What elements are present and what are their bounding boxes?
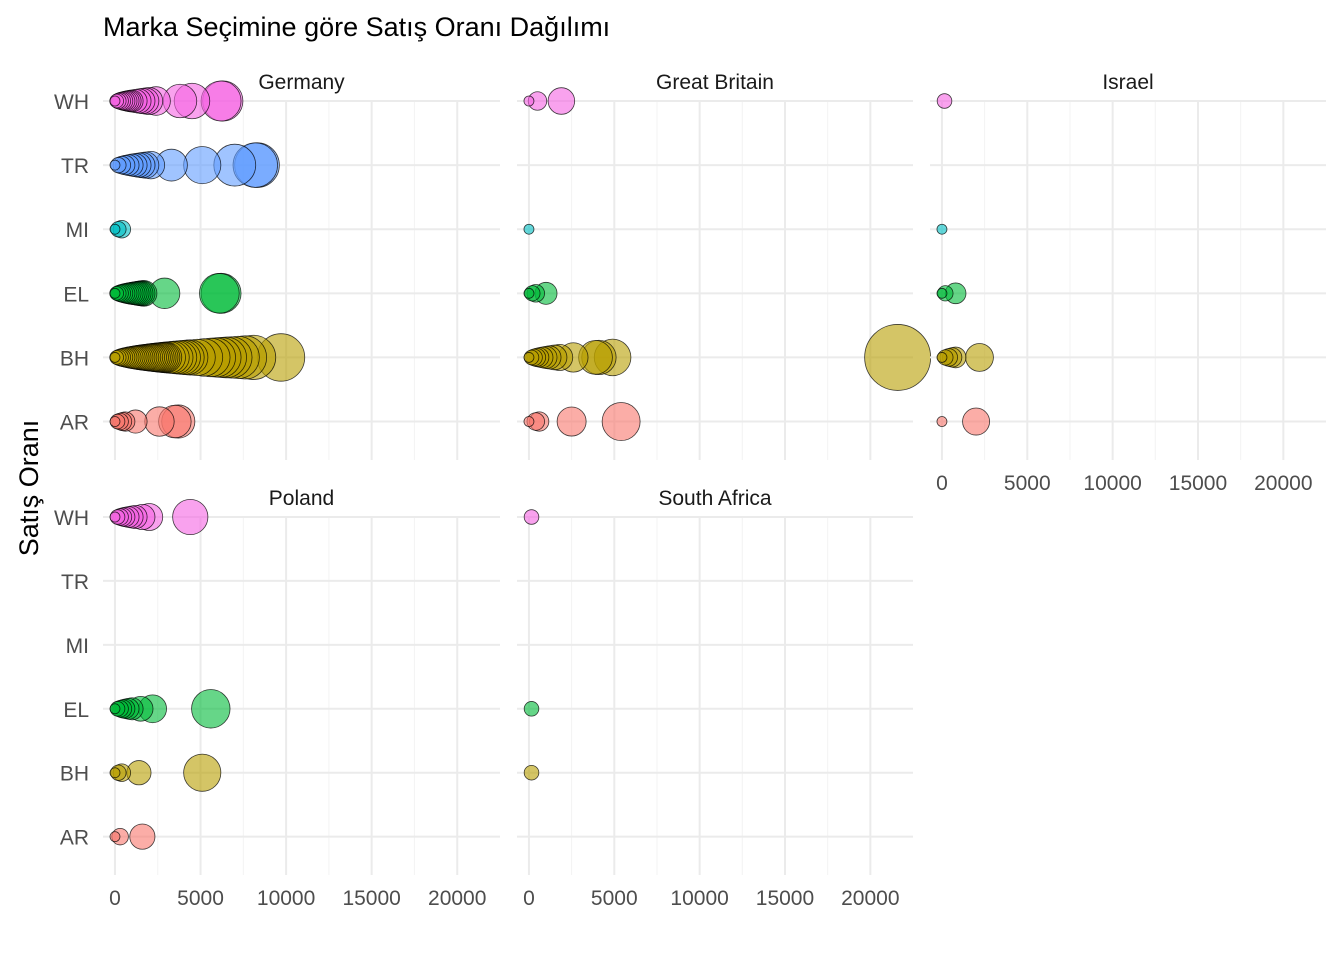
facet-israel: Israel 0 5000 10000 15000 20000 bbox=[930, 71, 1326, 495]
bubble-el bbox=[199, 273, 240, 314]
bubble-ar bbox=[556, 406, 587, 437]
bubble-bh bbox=[109, 767, 121, 779]
facet-poland: Poland 0 5000 10000 15000 20000 AR BH EL MI TR WH bbox=[54, 487, 500, 910]
bubble-el bbox=[191, 689, 231, 729]
x-tick-label: 15000 bbox=[756, 887, 814, 910]
bubble-mi bbox=[936, 223, 948, 235]
y-tick-label: WH bbox=[54, 507, 89, 530]
bubble-wh bbox=[172, 498, 209, 536]
x-tick-label: 10000 bbox=[1083, 472, 1141, 495]
bubble-ar bbox=[144, 406, 175, 437]
bubble-ar bbox=[962, 407, 991, 436]
facet-label: South Africa bbox=[658, 487, 772, 510]
bubble-ar bbox=[129, 823, 156, 850]
bubble-wh bbox=[523, 509, 540, 525]
facet-panels: Germany AR BH EL MI TR WH Great Britain Israel 0 5… bbox=[54, 71, 1326, 910]
bubble-bh bbox=[965, 343, 994, 372]
facet-south-africa: South Africa 0 5000 10000 15000 20000 bbox=[517, 487, 913, 910]
bubble-wh bbox=[109, 511, 121, 523]
x-tick-label: 20000 bbox=[1254, 472, 1312, 495]
x-tick-label: 10000 bbox=[670, 887, 728, 910]
x-tick-label: 5000 bbox=[1004, 472, 1051, 495]
y-tick-label: TR bbox=[61, 155, 89, 178]
x-tick-label: 10000 bbox=[257, 887, 315, 910]
bubble-tr bbox=[183, 146, 222, 185]
bubble-wh bbox=[547, 87, 576, 115]
x-tick-label: 5000 bbox=[177, 887, 224, 910]
facet-label: Germany bbox=[258, 71, 345, 94]
bubble-ar bbox=[109, 831, 121, 843]
y-tick-label: MI bbox=[66, 635, 89, 658]
facet-label: Israel bbox=[1102, 71, 1153, 94]
x-tick-label: 0 bbox=[523, 887, 535, 910]
bubble-ar bbox=[936, 416, 948, 427]
bubble-el bbox=[936, 287, 948, 299]
bubble-ar bbox=[109, 416, 121, 427]
bubble-el bbox=[109, 703, 121, 715]
bubble-bh bbox=[864, 324, 932, 391]
bubble-ar bbox=[601, 402, 641, 441]
bubble-el bbox=[523, 287, 535, 299]
bubble-bh bbox=[183, 753, 222, 792]
x-tick-label: 5000 bbox=[591, 887, 638, 910]
x-tick-label: 20000 bbox=[428, 887, 486, 910]
y-tick-label: AR bbox=[60, 412, 89, 435]
bubble-el bbox=[523, 701, 540, 717]
facet-label: Great Britain bbox=[656, 71, 774, 94]
bubble-el bbox=[109, 287, 121, 299]
y-tick-label: EL bbox=[63, 283, 89, 306]
x-tick-label: 15000 bbox=[1169, 472, 1227, 495]
bubble-mi bbox=[523, 223, 535, 235]
y-tick-label: WH bbox=[54, 91, 89, 114]
x-tick-label: 0 bbox=[109, 887, 121, 910]
bubble-bh bbox=[936, 352, 948, 363]
bubble-bh bbox=[523, 764, 540, 781]
y-tick-label: AR bbox=[60, 827, 89, 850]
bubble-wh bbox=[109, 95, 121, 107]
y-tick-label: EL bbox=[63, 699, 89, 722]
x-tick-label: 15000 bbox=[342, 887, 400, 910]
y-tick-label: BH bbox=[60, 763, 89, 786]
facet-germany: Germany AR BH EL MI TR WH bbox=[54, 71, 500, 460]
bubble-tr bbox=[109, 159, 121, 171]
x-tick-label: 0 bbox=[936, 472, 948, 495]
facet-label: Poland bbox=[269, 487, 334, 510]
y-tick-label: TR bbox=[61, 571, 89, 594]
bubble-bh bbox=[523, 352, 535, 363]
bubble-wh bbox=[936, 93, 953, 109]
bubble-wh bbox=[523, 95, 535, 107]
x-tick-label: 20000 bbox=[841, 887, 899, 910]
chart-title: Marka Seçimine göre Satış Oranı Dağılımı bbox=[103, 12, 610, 42]
y-axis-label: Satış Oranı bbox=[14, 420, 44, 557]
bubble-bh bbox=[109, 352, 121, 363]
y-tick-label: MI bbox=[66, 219, 89, 242]
facet-great-britain: Great Britain bbox=[517, 71, 932, 460]
y-tick-label: BH bbox=[60, 347, 89, 370]
bubble-mi bbox=[109, 223, 121, 235]
bubble-ar bbox=[523, 416, 535, 427]
